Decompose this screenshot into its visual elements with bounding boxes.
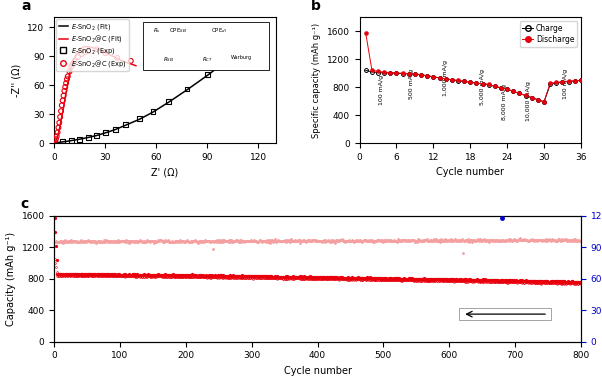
Point: [55, 114, 65, 120]
Point: [163, 98, 173, 105]
Text: CPE$_{SEI}$: CPE$_{SEI}$: [169, 26, 188, 35]
Point: [68, 61, 78, 67]
Legend: Charge, Discharge: Charge, Discharge: [520, 21, 577, 47]
Point: [66, 138, 76, 144]
Text: 10,000 mA/g: 10,000 mA/g: [526, 81, 531, 122]
Y-axis label: -Z'' (Ω): -Z'' (Ω): [12, 64, 22, 97]
Point: [126, 58, 135, 64]
Point: [58, 97, 67, 103]
Text: 5,000 mA/g: 5,000 mA/g: [480, 69, 485, 105]
Point: [80, 49, 90, 55]
Point: [111, 126, 120, 132]
X-axis label: Cycle number: Cycle number: [436, 167, 504, 177]
Point: [245, 39, 255, 46]
Text: 1,000 mA/g: 1,000 mA/g: [443, 60, 448, 96]
Point: [148, 108, 158, 114]
Point: [59, 93, 69, 99]
Point: [182, 86, 192, 92]
Point: [228, 53, 238, 59]
Point: [92, 46, 102, 52]
Text: 100 mA/g: 100 mA/g: [379, 74, 383, 105]
Point: [84, 48, 93, 54]
Point: [53, 129, 63, 135]
Y-axis label: Capacity (mAh g⁻¹): Capacity (mAh g⁻¹): [6, 232, 16, 326]
Text: $R_{CT}$: $R_{CT}$: [202, 55, 214, 64]
Point: [54, 125, 63, 131]
Point: [58, 139, 67, 145]
Text: 500 mA/g: 500 mA/g: [409, 69, 414, 99]
Text: CPE$_{dl}$: CPE$_{dl}$: [211, 26, 228, 35]
X-axis label: Z' (Ω): Z' (Ω): [151, 167, 178, 177]
Point: [50, 138, 60, 144]
FancyBboxPatch shape: [143, 22, 269, 70]
Y-axis label: Specific capacity (mAh g⁻¹): Specific capacity (mAh g⁻¹): [312, 23, 321, 138]
Text: 100 mA/g: 100 mA/g: [563, 69, 568, 99]
Point: [134, 116, 144, 122]
Point: [66, 64, 76, 70]
Point: [76, 51, 86, 57]
Point: [101, 130, 110, 136]
Point: [92, 132, 102, 139]
Point: [57, 102, 67, 108]
Point: [75, 136, 84, 142]
Point: [113, 55, 122, 61]
Point: [60, 88, 69, 94]
Text: a: a: [21, 0, 31, 13]
Point: [84, 134, 93, 141]
Point: [70, 58, 79, 64]
Point: [64, 68, 74, 74]
Point: [56, 108, 66, 114]
Point: [101, 50, 110, 56]
Point: [54, 120, 64, 126]
Text: $R_s$: $R_s$: [153, 26, 160, 35]
Point: [63, 73, 73, 80]
Point: [73, 54, 83, 60]
Text: $R_{SEI}$: $R_{SEI}$: [163, 55, 175, 64]
Point: [62, 76, 72, 82]
Text: c: c: [20, 197, 28, 212]
Point: [61, 80, 71, 86]
Point: [51, 136, 61, 142]
Point: [203, 71, 213, 78]
Legend: $E$-SnO$_2$ (Fit), $E$-SnO$_2$@C (Fit), $E$-SnO$_2$ (Exp), $E$-SnO$_2$@C (Exp): $E$-SnO$_2$ (Fit), $E$-SnO$_2$@C (Fit), …: [56, 19, 128, 71]
X-axis label: Cycle number: Cycle number: [284, 366, 352, 376]
Point: [52, 133, 61, 139]
Point: [121, 122, 131, 128]
Text: Warburg: Warburg: [231, 55, 252, 60]
Text: 8,000 mA/g: 8,000 mA/g: [501, 84, 506, 120]
Text: b: b: [311, 0, 321, 13]
Point: [60, 84, 70, 90]
